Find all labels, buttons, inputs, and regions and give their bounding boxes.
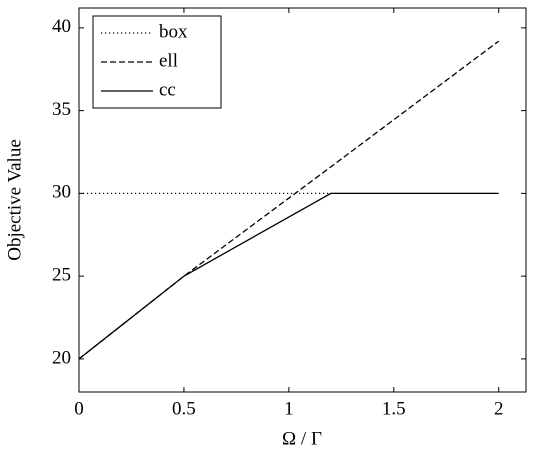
series-line <box>78 192 499 360</box>
legend-label: cc <box>159 79 176 100</box>
y-tick-label: 20 <box>52 347 71 368</box>
x-tick-label: 0.5 <box>172 398 196 419</box>
y-tick-label: 25 <box>52 264 71 285</box>
y-axis-label: Objective Value <box>4 139 25 261</box>
x-tick-label: 1 <box>284 398 294 419</box>
y-tick-label: 30 <box>52 182 71 203</box>
x-tick-label: 1.5 <box>382 398 406 419</box>
y-tick-label: 35 <box>52 99 71 120</box>
legend-label: ell <box>159 50 178 71</box>
legend-label: box <box>159 21 188 42</box>
plot-frame <box>78 7 527 393</box>
x-tick-label: 2 <box>494 398 504 419</box>
y-tick-label: 40 <box>52 16 71 37</box>
x-tick-label: 0 <box>74 398 84 419</box>
x-axis-label: Ω / Γ <box>282 428 322 449</box>
